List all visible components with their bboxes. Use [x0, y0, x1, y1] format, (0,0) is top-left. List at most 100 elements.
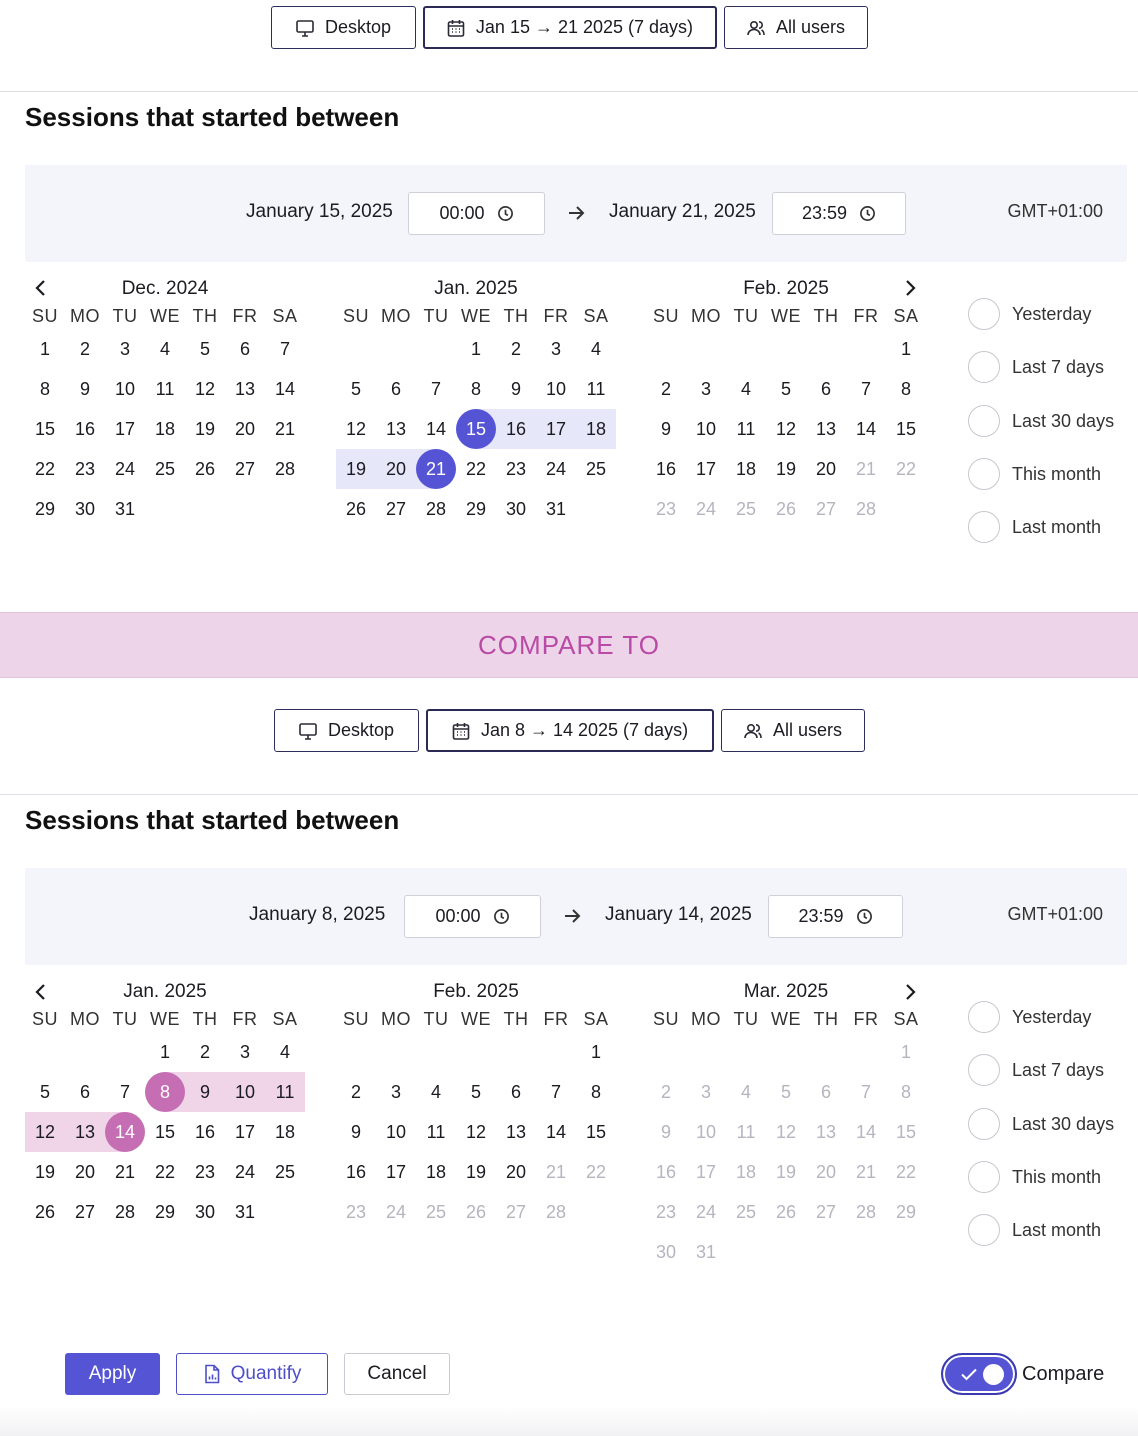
calendar-day[interactable]: 21 [114, 1161, 136, 1182]
calendar-day[interactable]: 4 [740, 1081, 751, 1102]
radio-button[interactable] [968, 1214, 1000, 1246]
radio-button[interactable] [968, 458, 1000, 490]
calendar-day[interactable]: 28 [855, 498, 877, 519]
radio-button[interactable] [968, 351, 1000, 383]
calendar-day[interactable]: 25 [274, 1161, 296, 1182]
calendar-day[interactable]: 1 [900, 1041, 911, 1062]
preset-option[interactable]: This month [968, 457, 1101, 491]
quantify-button[interactable]: Quantify [176, 1353, 328, 1395]
calendar-day[interactable]: 2 [79, 338, 90, 359]
calendar-day[interactable]: 22 [154, 1161, 176, 1182]
calendar-day[interactable]: 26 [34, 1201, 56, 1222]
calendar-day[interactable]: 17 [695, 458, 717, 479]
calendar-day[interactable]: 14 [425, 418, 447, 439]
calendar-day[interactable]: 28 [274, 458, 296, 479]
calendar-day[interactable]: 8 [590, 1081, 601, 1102]
calendar-day[interactable]: 3 [390, 1081, 401, 1102]
calendar-day[interactable]: 11 [155, 378, 175, 399]
calendar-day[interactable]: 11 [426, 1121, 446, 1142]
calendar-day-in-range[interactable]: 17 [536, 409, 576, 449]
calendar-day[interactable]: 7 [860, 378, 871, 399]
end-time-input[interactable]: 23:59 [772, 192, 906, 235]
calendar-day[interactable]: 25 [154, 458, 176, 479]
apply-button[interactable]: Apply [65, 1353, 160, 1395]
calendar-day[interactable]: 16 [655, 1161, 677, 1182]
calendar-day[interactable]: 9 [350, 1121, 361, 1142]
calendar-day-range-start[interactable]: 15 [456, 409, 496, 449]
calendar-day[interactable]: 10 [114, 378, 136, 399]
calendar-day[interactable]: 24 [695, 1201, 717, 1222]
compare-device-button[interactable]: Desktop [273, 709, 419, 752]
calendar-day[interactable]: 23 [655, 1201, 677, 1222]
calendar-day[interactable]: 15 [585, 1121, 607, 1142]
calendar-day[interactable]: 10 [545, 378, 567, 399]
calendar-day[interactable]: 10 [385, 1121, 407, 1142]
calendar-day[interactable]: 15 [895, 418, 917, 439]
calendar-day[interactable]: 2 [199, 1041, 210, 1062]
calendar-day[interactable]: 23 [194, 1161, 216, 1182]
preset-option[interactable]: Last 30 days [968, 1107, 1114, 1141]
calendar-day[interactable]: 4 [740, 378, 751, 399]
calendar-day[interactable]: 5 [39, 1081, 50, 1102]
calendar-day[interactable]: 28 [855, 1201, 877, 1222]
calendar-day[interactable]: 12 [345, 418, 367, 439]
calendar-day[interactable]: 23 [505, 458, 527, 479]
calendar-day[interactable]: 5 [199, 338, 210, 359]
calendar-day-in-range[interactable]: 10 [225, 1072, 265, 1112]
calendar-day[interactable]: 28 [425, 498, 447, 519]
calendar-day[interactable]: 20 [74, 1161, 96, 1182]
calendar-day[interactable]: 1 [39, 338, 50, 359]
calendar-day[interactable]: 1 [590, 1041, 601, 1062]
calendar-day[interactable]: 31 [695, 1241, 717, 1262]
calendar-day-in-range[interactable]: 11 [265, 1072, 305, 1112]
end-time-input[interactable]: 23:59 [768, 895, 903, 938]
calendar-day[interactable]: 25 [585, 458, 607, 479]
calendar-day[interactable]: 25 [425, 1201, 447, 1222]
calendar-day[interactable]: 23 [655, 498, 677, 519]
calendar-day[interactable]: 11 [736, 1121, 756, 1142]
calendar-day[interactable]: 27 [815, 1201, 837, 1222]
calendar-day[interactable]: 26 [775, 498, 797, 519]
calendar-day[interactable]: 22 [895, 458, 917, 479]
calendar-day[interactable]: 9 [79, 378, 90, 399]
preset-option[interactable]: Last month [968, 1213, 1101, 1247]
start-time-input[interactable]: 00:00 [408, 192, 545, 235]
calendar-day[interactable]: 27 [74, 1201, 96, 1222]
calendar-day[interactable]: 8 [470, 378, 481, 399]
radio-button[interactable] [968, 1001, 1000, 1033]
calendar-day[interactable]: 5 [780, 378, 791, 399]
calendar-day-range-start[interactable]: 8 [145, 1072, 185, 1112]
calendar-day[interactable]: 27 [815, 498, 837, 519]
calendar-day-range-end[interactable]: 21 [416, 449, 456, 489]
calendar-day[interactable]: 24 [695, 498, 717, 519]
radio-button[interactable] [968, 298, 1000, 330]
calendar-day[interactable]: 31 [545, 498, 567, 519]
calendar-day[interactable]: 24 [545, 458, 567, 479]
calendar-day[interactable]: 25 [735, 1201, 757, 1222]
radio-button[interactable] [968, 1108, 1000, 1140]
calendar-day[interactable]: 18 [735, 458, 757, 479]
calendar-day[interactable]: 28 [545, 1201, 567, 1222]
prev-month-button[interactable] [29, 276, 53, 300]
radio-button[interactable] [968, 1054, 1000, 1086]
calendar-day[interactable]: 4 [590, 338, 601, 359]
calendar-day[interactable]: 14 [545, 1121, 567, 1142]
calendar-day[interactable]: 12 [775, 1121, 797, 1142]
calendar-day[interactable]: 13 [815, 418, 837, 439]
radio-button[interactable] [968, 405, 1000, 437]
calendar-day[interactable]: 16 [74, 418, 96, 439]
calendar-day[interactable]: 28 [114, 1201, 136, 1222]
calendar-day-in-range[interactable]: 19 [336, 449, 376, 489]
calendar-day[interactable]: 13 [385, 418, 407, 439]
calendar-day[interactable]: 5 [780, 1081, 791, 1102]
calendar-day[interactable]: 1 [470, 338, 481, 359]
calendar-day[interactable]: 7 [119, 1081, 130, 1102]
calendar-day[interactable]: 5 [350, 378, 361, 399]
calendar-day[interactable]: 21 [545, 1161, 567, 1182]
calendar-day[interactable]: 27 [505, 1201, 527, 1222]
calendar-day[interactable]: 21 [274, 418, 296, 439]
calendar-day[interactable]: 16 [655, 458, 677, 479]
primary-users-button[interactable]: All users [723, 6, 868, 49]
calendar-day-in-range[interactable]: 16 [496, 409, 536, 449]
calendar-day[interactable]: 19 [34, 1161, 56, 1182]
